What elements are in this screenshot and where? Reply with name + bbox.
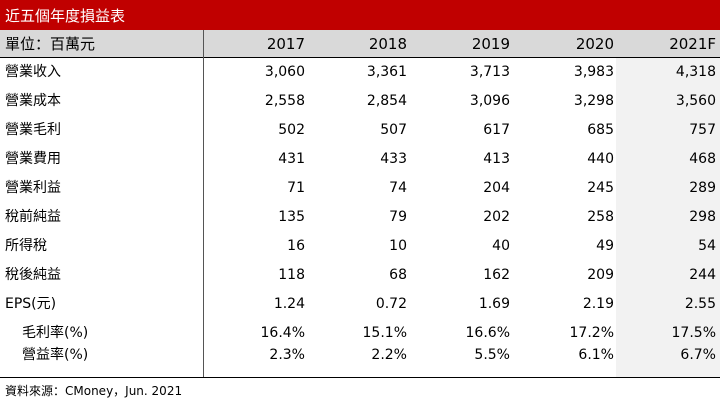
row-label: EPS(元) xyxy=(5,296,57,312)
row-value: 68 xyxy=(389,267,407,283)
ratio-value: 16.4% xyxy=(260,325,305,341)
ratio-value: 6.1% xyxy=(578,347,614,363)
row-value: 2.55 xyxy=(684,296,716,312)
row-value: 0.72 xyxy=(375,296,407,312)
row-value: 685 xyxy=(587,122,614,138)
row-value: 468 xyxy=(689,151,716,167)
row-label: 所得稅 xyxy=(5,238,47,254)
row-label: 營業收入 xyxy=(5,64,61,80)
forecast-column-shading xyxy=(616,58,720,378)
row-value: 10 xyxy=(389,238,407,254)
year-header: 2018 xyxy=(368,35,407,53)
row-value: 258 xyxy=(587,209,614,225)
year-header: 2017 xyxy=(266,35,305,53)
source-note: 資料來源：CMoney，Jun. 2021 xyxy=(5,384,183,398)
ratio-value: 16.6% xyxy=(465,325,510,341)
row-label: 營業費用 xyxy=(5,151,61,167)
row-value: 2,854 xyxy=(366,93,407,109)
row-value: 74 xyxy=(389,180,407,196)
row-value: 757 xyxy=(689,122,716,138)
year-header: 2021F xyxy=(669,35,716,53)
row-label: 營業利益 xyxy=(5,180,61,196)
row-value: 3,096 xyxy=(469,93,510,109)
ratio-value: 17.2% xyxy=(569,325,614,341)
row-value: 244 xyxy=(689,267,716,283)
ratio-value: 15.1% xyxy=(362,325,407,341)
row-value: 118 xyxy=(278,267,305,283)
row-value: 49 xyxy=(596,238,614,254)
ratio-label: 毛利率(%) xyxy=(22,325,89,341)
header-row xyxy=(0,30,720,58)
row-value: 617 xyxy=(483,122,510,138)
row-label: 營業毛利 xyxy=(5,122,61,138)
row-value: 16 xyxy=(287,238,305,254)
ratio-value: 5.5% xyxy=(474,347,510,363)
row-value: 40 xyxy=(492,238,510,254)
unit-label: 單位：百萬元 xyxy=(5,35,96,53)
row-value: 1.24 xyxy=(273,296,305,312)
row-value: 3,713 xyxy=(469,64,510,80)
row-label: 稅後純益 xyxy=(5,267,61,283)
row-value: 3,298 xyxy=(573,93,614,109)
ratio-value: 2.2% xyxy=(371,347,407,363)
row-value: 202 xyxy=(483,209,510,225)
year-header: 2019 xyxy=(471,35,510,53)
row-label: 營業成本 xyxy=(5,93,61,109)
row-value: 413 xyxy=(483,151,510,167)
row-value: 507 xyxy=(380,122,407,138)
row-label: 稅前純益 xyxy=(5,209,61,225)
row-value: 2.19 xyxy=(582,296,614,312)
row-value: 135 xyxy=(278,209,305,225)
row-value: 1.69 xyxy=(478,296,510,312)
row-value: 4,318 xyxy=(675,64,716,80)
row-value: 71 xyxy=(287,180,305,196)
row-value: 3,060 xyxy=(264,64,305,80)
row-value: 433 xyxy=(380,151,407,167)
row-value: 162 xyxy=(483,267,510,283)
row-value: 79 xyxy=(389,209,407,225)
row-value: 431 xyxy=(278,151,305,167)
ratio-value: 17.5% xyxy=(671,325,716,341)
column-divider xyxy=(203,30,204,378)
row-value: 3,361 xyxy=(366,64,407,80)
row-value: 245 xyxy=(587,180,614,196)
year-header: 2020 xyxy=(575,35,614,53)
table-bottom-border xyxy=(0,377,720,378)
row-value: 298 xyxy=(689,209,716,225)
ratio-label: 營益率(%) xyxy=(22,347,89,363)
ratio-value: 6.7% xyxy=(680,347,716,363)
row-value: 209 xyxy=(587,267,614,283)
ratio-value: 2.3% xyxy=(269,347,305,363)
row-value: 54 xyxy=(698,238,716,254)
row-value: 2,558 xyxy=(264,93,305,109)
row-value: 204 xyxy=(483,180,510,196)
row-value: 289 xyxy=(689,180,716,196)
row-value: 440 xyxy=(587,151,614,167)
row-value: 3,983 xyxy=(573,64,614,80)
table-title: 近五個年度損益表 xyxy=(0,0,720,30)
row-value: 502 xyxy=(278,122,305,138)
row-value: 3,560 xyxy=(675,93,716,109)
